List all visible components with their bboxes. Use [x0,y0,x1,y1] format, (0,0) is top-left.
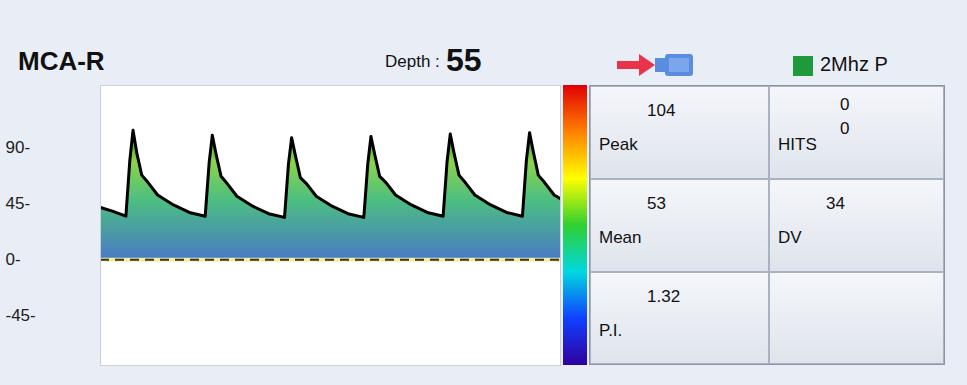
html-text:34: 34 [826,194,845,213]
html-text:0: 0 [840,119,850,138]
html-text:53: 53 [647,194,666,213]
html-text:Mean: Mean [599,228,642,247]
svg-text:45-: 45- [6,194,31,213]
html-text:104: 104 [647,101,676,120]
html-text:DV: DV [778,228,802,247]
svg-text:-45-: -45- [6,306,36,325]
svg-text:90-: 90- [6,138,31,157]
html-text:0: 0 [840,95,850,114]
html-text:1.32: 1.32 [647,287,681,306]
svg-text:0-: 0- [6,250,21,269]
html-text:Peak: Peak [599,135,638,154]
html-text:P.I.: P.I. [599,321,623,340]
html-text:2Mhz P: 2Mhz P [820,53,888,75]
html-text:MCA-R: MCA-R [18,46,105,76]
html-text:HITS: HITS [778,135,817,154]
html-text:Depth : 55: Depth : 55 [385,42,482,78]
